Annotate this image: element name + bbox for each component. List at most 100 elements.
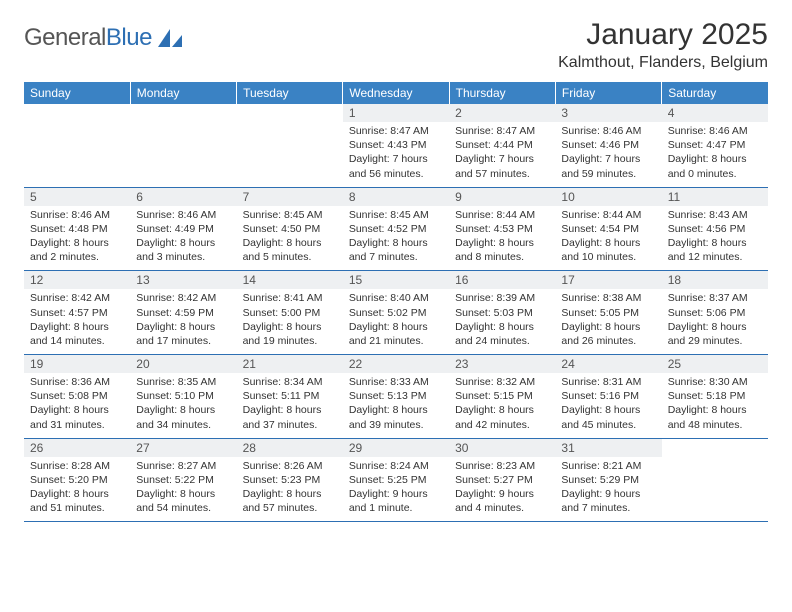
sunrise-line: Sunrise: 8:34 AM bbox=[243, 375, 337, 389]
daylight-line: Daylight: 8 hours and 2 minutes. bbox=[30, 236, 124, 264]
sunrise-line: Sunrise: 8:46 AM bbox=[136, 208, 230, 222]
day-header: Monday bbox=[130, 82, 236, 104]
daynum-row: 1234 bbox=[24, 104, 768, 122]
day-number-cell: 6 bbox=[130, 187, 236, 206]
day-number-cell bbox=[24, 104, 130, 122]
sunrise-line: Sunrise: 8:36 AM bbox=[30, 375, 124, 389]
daylight-line: Daylight: 8 hours and 34 minutes. bbox=[136, 403, 230, 431]
sunrise-line: Sunrise: 8:33 AM bbox=[349, 375, 443, 389]
day-number-cell: 7 bbox=[237, 187, 343, 206]
day-number-cell: 25 bbox=[662, 355, 768, 374]
day-number-cell: 27 bbox=[130, 438, 236, 457]
daylight-line: Daylight: 8 hours and 42 minutes. bbox=[455, 403, 549, 431]
daylight-line: Daylight: 8 hours and 37 minutes. bbox=[243, 403, 337, 431]
daylight-line: Daylight: 9 hours and 1 minute. bbox=[349, 487, 443, 515]
day-number-cell: 15 bbox=[343, 271, 449, 290]
day-number-cell: 24 bbox=[555, 355, 661, 374]
day-number-cell: 23 bbox=[449, 355, 555, 374]
daylight-line: Daylight: 8 hours and 19 minutes. bbox=[243, 320, 337, 348]
page-header: GeneralBlue January 2025 Kalmthout, Flan… bbox=[24, 18, 768, 72]
sunset-line: Sunset: 4:56 PM bbox=[668, 222, 762, 236]
day-number-cell: 22 bbox=[343, 355, 449, 374]
daynum-row: 262728293031 bbox=[24, 438, 768, 457]
daylight-line: Daylight: 8 hours and 10 minutes. bbox=[561, 236, 655, 264]
sunset-line: Sunset: 4:44 PM bbox=[455, 138, 549, 152]
day-header: Tuesday bbox=[237, 82, 343, 104]
day-number-cell: 16 bbox=[449, 271, 555, 290]
sunset-line: Sunset: 4:46 PM bbox=[561, 138, 655, 152]
sunset-line: Sunset: 4:54 PM bbox=[561, 222, 655, 236]
day-detail-cell: Sunrise: 8:46 AMSunset: 4:49 PMDaylight:… bbox=[130, 206, 236, 271]
day-number-cell: 28 bbox=[237, 438, 343, 457]
sunset-line: Sunset: 5:02 PM bbox=[349, 306, 443, 320]
day-header: Sunday bbox=[24, 82, 130, 104]
sunset-line: Sunset: 5:20 PM bbox=[30, 473, 124, 487]
daylight-line: Daylight: 8 hours and 54 minutes. bbox=[136, 487, 230, 515]
sunrise-line: Sunrise: 8:45 AM bbox=[243, 208, 337, 222]
daylight-line: Daylight: 8 hours and 12 minutes. bbox=[668, 236, 762, 264]
day-number-cell: 18 bbox=[662, 271, 768, 290]
day-detail-cell: Sunrise: 8:32 AMSunset: 5:15 PMDaylight:… bbox=[449, 373, 555, 438]
day-number-cell: 26 bbox=[24, 438, 130, 457]
day-number-cell: 29 bbox=[343, 438, 449, 457]
day-detail-cell: Sunrise: 8:31 AMSunset: 5:16 PMDaylight:… bbox=[555, 373, 661, 438]
sunrise-line: Sunrise: 8:37 AM bbox=[668, 291, 762, 305]
day-number-cell bbox=[130, 104, 236, 122]
day-detail-cell: Sunrise: 8:28 AMSunset: 5:20 PMDaylight:… bbox=[24, 457, 130, 522]
sunset-line: Sunset: 5:13 PM bbox=[349, 389, 443, 403]
sunrise-line: Sunrise: 8:42 AM bbox=[136, 291, 230, 305]
daynum-row: 567891011 bbox=[24, 187, 768, 206]
day-detail-cell: Sunrise: 8:38 AMSunset: 5:05 PMDaylight:… bbox=[555, 289, 661, 354]
daylight-line: Daylight: 7 hours and 57 minutes. bbox=[455, 152, 549, 180]
daylight-line: Daylight: 8 hours and 31 minutes. bbox=[30, 403, 124, 431]
sunset-line: Sunset: 5:16 PM bbox=[561, 389, 655, 403]
day-detail-cell: Sunrise: 8:47 AMSunset: 4:44 PMDaylight:… bbox=[449, 122, 555, 187]
day-detail-cell: Sunrise: 8:35 AMSunset: 5:10 PMDaylight:… bbox=[130, 373, 236, 438]
sunrise-line: Sunrise: 8:45 AM bbox=[349, 208, 443, 222]
day-detail-cell: Sunrise: 8:44 AMSunset: 4:53 PMDaylight:… bbox=[449, 206, 555, 271]
calendar-page: GeneralBlue January 2025 Kalmthout, Flan… bbox=[0, 0, 792, 612]
day-number-cell: 5 bbox=[24, 187, 130, 206]
sunset-line: Sunset: 5:27 PM bbox=[455, 473, 549, 487]
day-header: Wednesday bbox=[343, 82, 449, 104]
sunrise-line: Sunrise: 8:44 AM bbox=[455, 208, 549, 222]
day-detail-cell: Sunrise: 8:39 AMSunset: 5:03 PMDaylight:… bbox=[449, 289, 555, 354]
day-detail-cell: Sunrise: 8:26 AMSunset: 5:23 PMDaylight:… bbox=[237, 457, 343, 522]
sunrise-line: Sunrise: 8:30 AM bbox=[668, 375, 762, 389]
day-detail-cell: Sunrise: 8:41 AMSunset: 5:00 PMDaylight:… bbox=[237, 289, 343, 354]
daylight-line: Daylight: 8 hours and 45 minutes. bbox=[561, 403, 655, 431]
daylight-line: Daylight: 8 hours and 14 minutes. bbox=[30, 320, 124, 348]
sunrise-line: Sunrise: 8:31 AM bbox=[561, 375, 655, 389]
sunset-line: Sunset: 4:48 PM bbox=[30, 222, 124, 236]
sunrise-line: Sunrise: 8:35 AM bbox=[136, 375, 230, 389]
logo-text: GeneralBlue bbox=[24, 24, 152, 52]
detail-row: Sunrise: 8:36 AMSunset: 5:08 PMDaylight:… bbox=[24, 373, 768, 438]
sunrise-line: Sunrise: 8:26 AM bbox=[243, 459, 337, 473]
sunrise-line: Sunrise: 8:46 AM bbox=[30, 208, 124, 222]
sunrise-line: Sunrise: 8:28 AM bbox=[30, 459, 124, 473]
day-detail-cell: Sunrise: 8:43 AMSunset: 4:56 PMDaylight:… bbox=[662, 206, 768, 271]
day-number-cell: 9 bbox=[449, 187, 555, 206]
daylight-line: Daylight: 8 hours and 7 minutes. bbox=[349, 236, 443, 264]
detail-row: Sunrise: 8:42 AMSunset: 4:57 PMDaylight:… bbox=[24, 289, 768, 354]
daylight-line: Daylight: 8 hours and 3 minutes. bbox=[136, 236, 230, 264]
daylight-line: Daylight: 8 hours and 39 minutes. bbox=[349, 403, 443, 431]
month-title: January 2025 bbox=[558, 18, 768, 52]
logo: GeneralBlue bbox=[24, 18, 184, 52]
day-detail-cell: Sunrise: 8:44 AMSunset: 4:54 PMDaylight:… bbox=[555, 206, 661, 271]
day-detail-cell: Sunrise: 8:42 AMSunset: 4:57 PMDaylight:… bbox=[24, 289, 130, 354]
day-detail-cell: Sunrise: 8:46 AMSunset: 4:47 PMDaylight:… bbox=[662, 122, 768, 187]
daylight-line: Daylight: 8 hours and 0 minutes. bbox=[668, 152, 762, 180]
sunset-line: Sunset: 5:06 PM bbox=[668, 306, 762, 320]
day-header: Thursday bbox=[449, 82, 555, 104]
sunset-line: Sunset: 5:18 PM bbox=[668, 389, 762, 403]
sunrise-line: Sunrise: 8:47 AM bbox=[349, 124, 443, 138]
sunrise-line: Sunrise: 8:21 AM bbox=[561, 459, 655, 473]
sunset-line: Sunset: 5:05 PM bbox=[561, 306, 655, 320]
day-number-cell: 13 bbox=[130, 271, 236, 290]
day-number-cell: 11 bbox=[662, 187, 768, 206]
sunset-line: Sunset: 4:59 PM bbox=[136, 306, 230, 320]
day-detail-cell bbox=[24, 122, 130, 187]
day-number-cell: 12 bbox=[24, 271, 130, 290]
day-detail-cell bbox=[130, 122, 236, 187]
